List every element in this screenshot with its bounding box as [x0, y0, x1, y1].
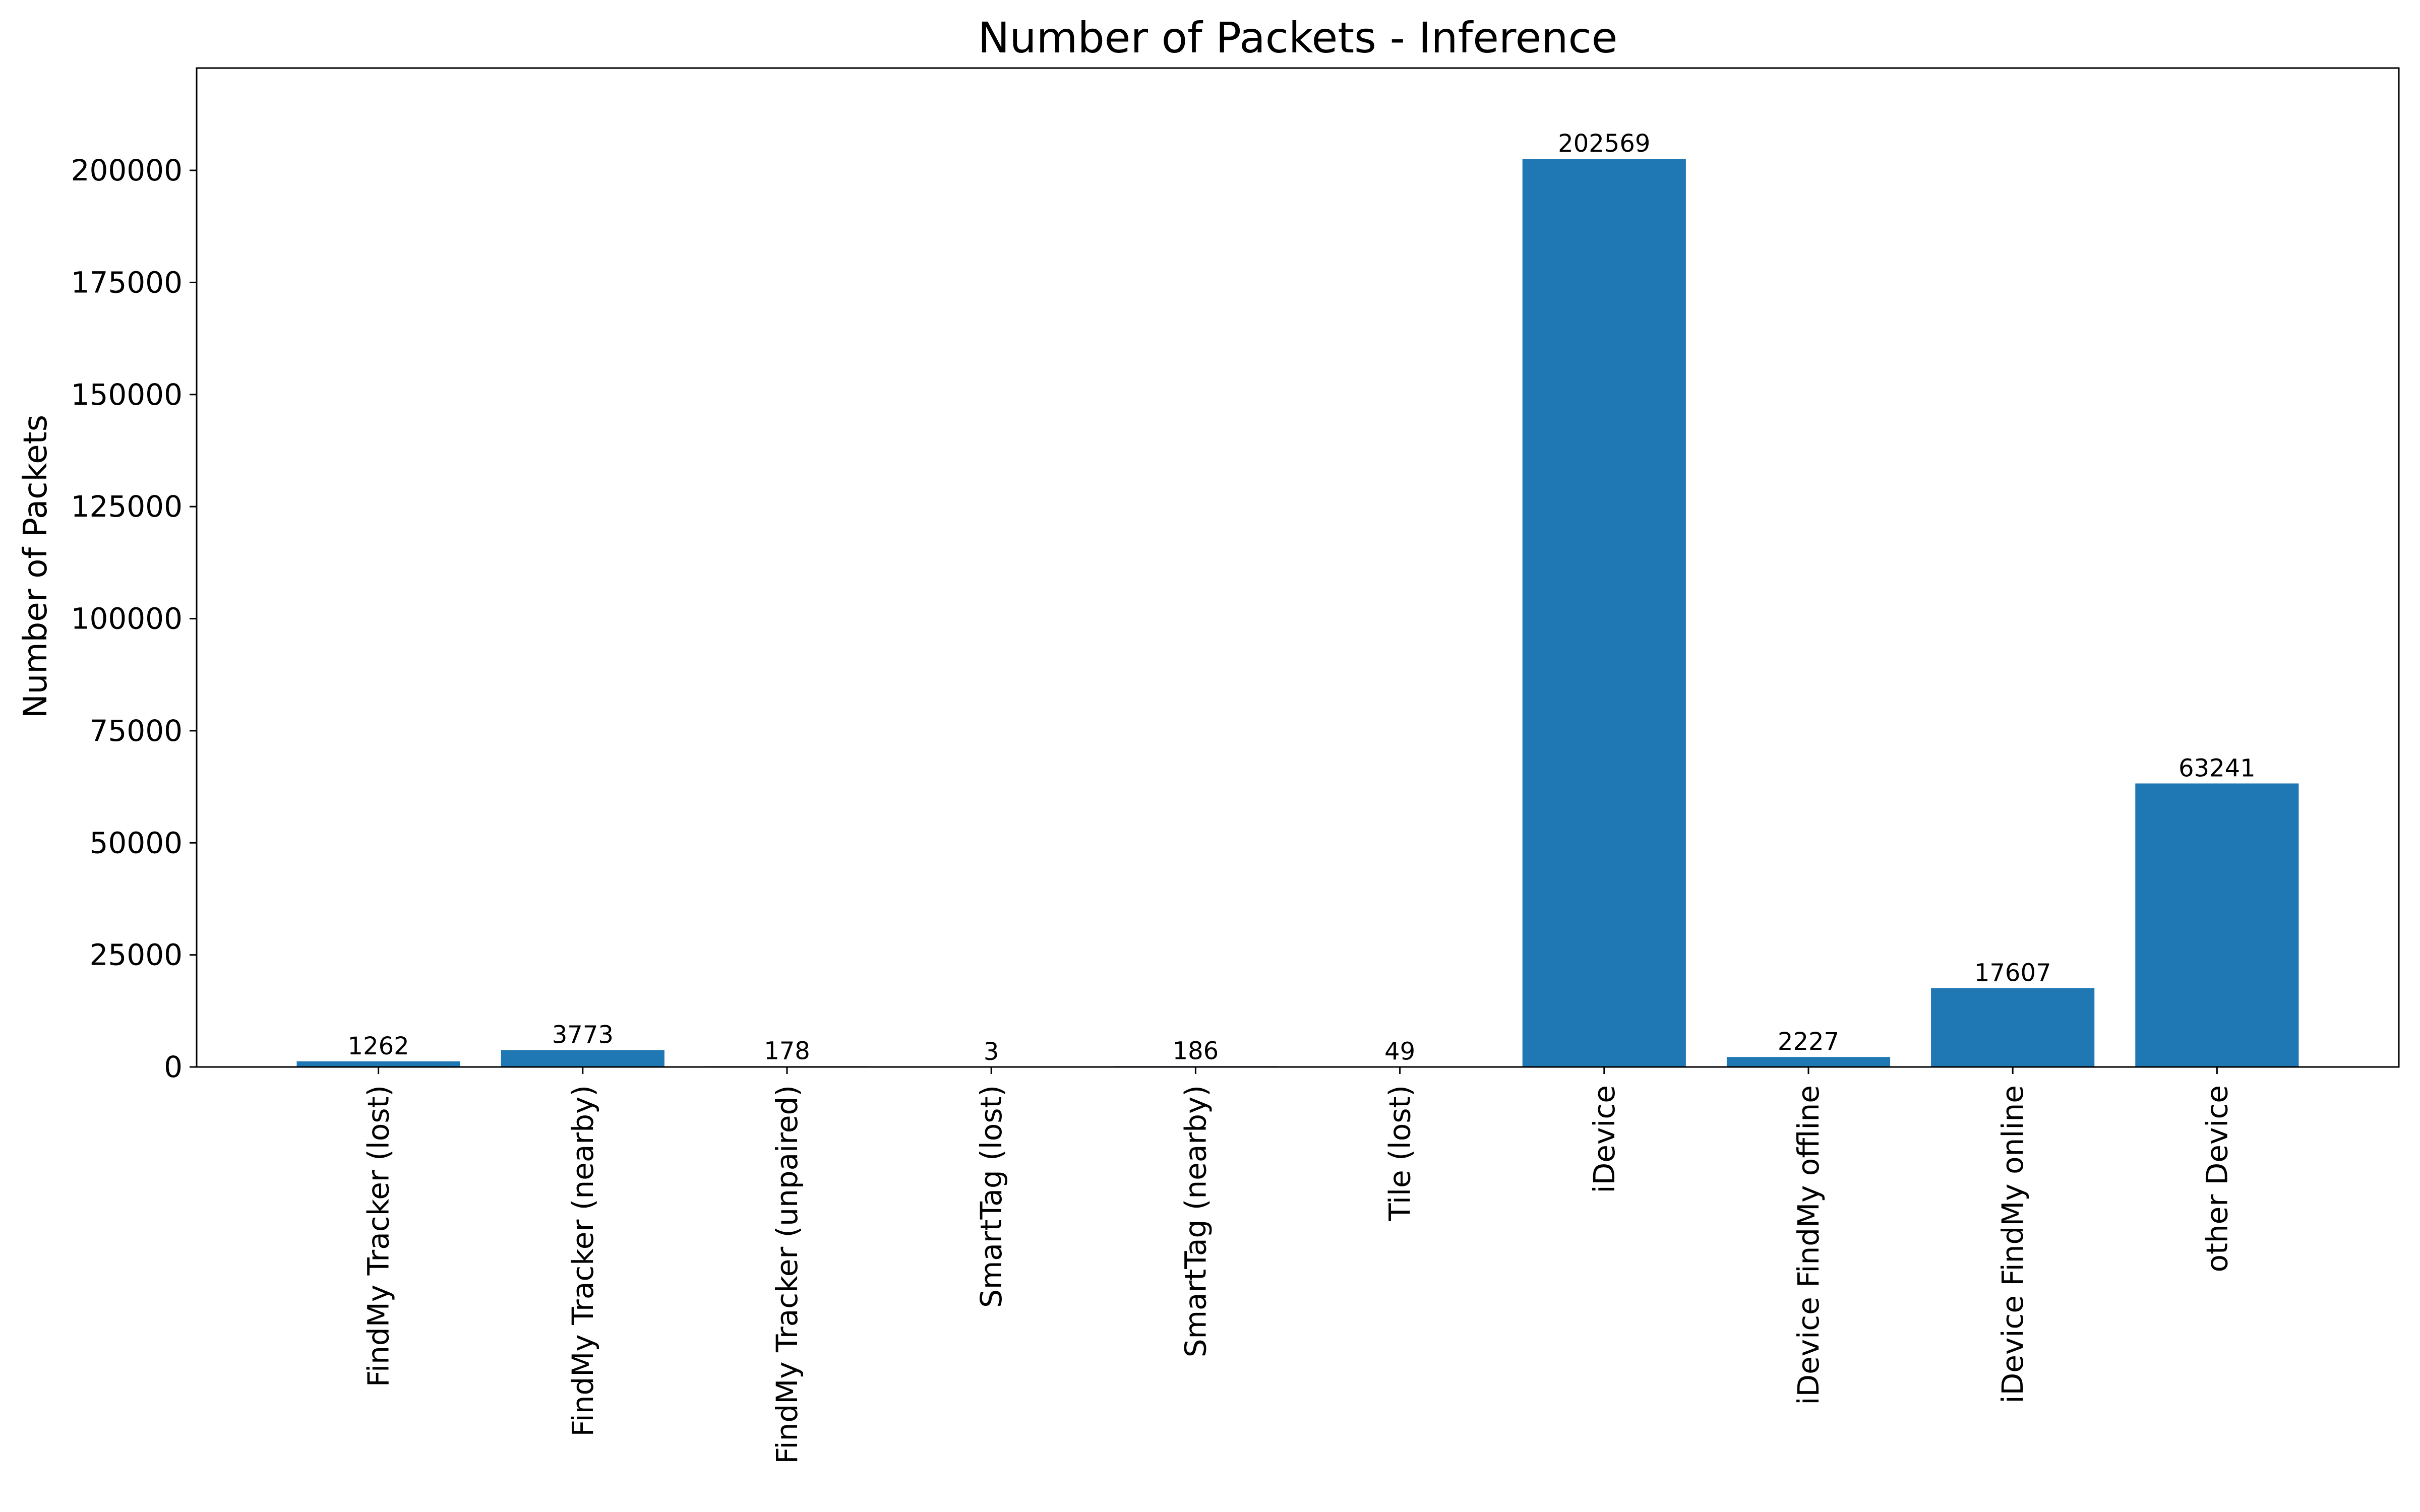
- ticks-layer: FindMy Tracker (lost) FindMy Tracker (nea…: [71, 153, 2234, 1464]
- bar-value-label: 202569: [1558, 130, 1650, 158]
- bar-value-label: 17607: [1974, 959, 2051, 987]
- x-tick-label: other Device: [2200, 1085, 2234, 1272]
- y-tick-label: 175000: [71, 265, 183, 299]
- x-tick-label: SmartTag (nearby): [1178, 1085, 1213, 1357]
- bar-value-label: 178: [764, 1037, 810, 1065]
- y-tick-label: 25000: [89, 938, 183, 972]
- bar-value-label: 63241: [2179, 754, 2256, 782]
- y-tick-label: 50000: [89, 826, 183, 860]
- bar-value-label: 1262: [348, 1032, 409, 1060]
- y-axis-label: Number of Packets: [17, 415, 54, 718]
- x-tick-label: iDevice FindMy online: [1995, 1085, 2030, 1403]
- x-tick-label: FindMy Tracker (lost): [361, 1085, 396, 1387]
- x-tick-label: SmartTag (lost): [974, 1085, 1008, 1308]
- y-tick-label: 100000: [71, 602, 183, 636]
- y-tick-label: 125000: [71, 489, 183, 524]
- bar-value-label: 49: [1384, 1038, 1415, 1066]
- bar: [501, 1050, 664, 1067]
- x-tick-label: Tile (lost): [1383, 1085, 1417, 1222]
- bar: [1931, 988, 2095, 1067]
- bar-value-label: 186: [1173, 1037, 1219, 1065]
- bar-value-label: 3: [984, 1038, 999, 1066]
- bars-layer: 1262 3773 178 3 186 49 202569 2227 17607 63241: [296, 130, 2299, 1067]
- bar: [296, 1061, 460, 1067]
- plot-frame: [196, 67, 2400, 1068]
- x-tick-label: FindMy Tracker (unpaired): [770, 1085, 804, 1464]
- bar: [2135, 783, 2299, 1067]
- bar: [1726, 1057, 1891, 1067]
- bar-value-label: 2227: [1778, 1028, 1839, 1056]
- x-tick-label: iDevice: [1587, 1085, 1621, 1193]
- y-tick-label: 75000: [89, 714, 183, 748]
- y-tick-label: 0: [164, 1050, 183, 1084]
- y-tick-label: 150000: [71, 377, 183, 412]
- chart-title: Number of Packets - Inference: [978, 13, 1618, 62]
- bar-value-label: 3773: [552, 1021, 614, 1049]
- y-tick-label: 200000: [71, 153, 183, 187]
- x-tick-label: FindMy Tracker (nearby): [566, 1085, 600, 1437]
- bar: [1522, 159, 1686, 1067]
- x-tick-label: iDevice FindMy offline: [1791, 1085, 1826, 1405]
